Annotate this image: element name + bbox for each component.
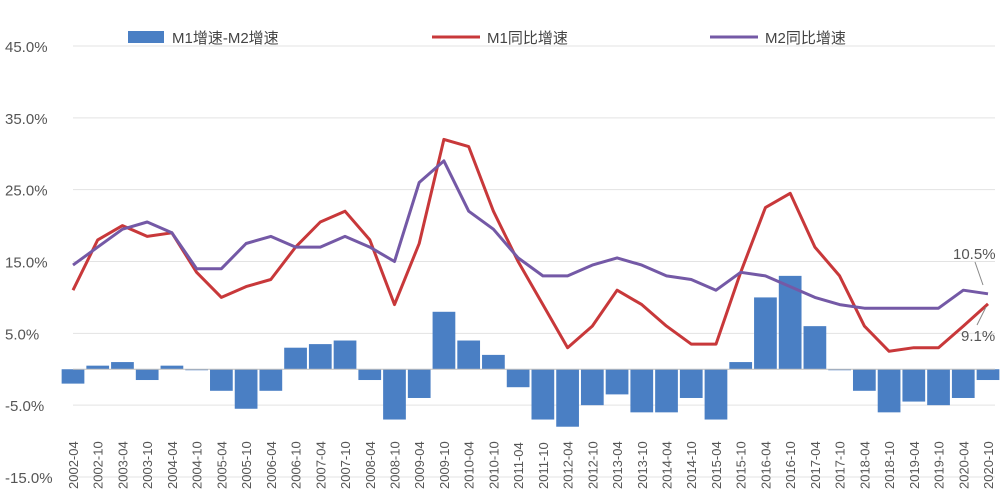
y-tick-label: 5.0% [5, 326, 39, 343]
x-tick-label: 2010-04 [462, 441, 477, 489]
x-tick-label: 2015-04 [709, 441, 724, 489]
annotation-leader-m1 [976, 306, 987, 326]
x-tick-label: 2004-10 [190, 441, 205, 489]
x-tick-label: 2003-10 [140, 441, 155, 489]
line-m1 [71, 137, 990, 353]
bar [927, 369, 950, 406]
x-tick-label: 2019-10 [932, 441, 947, 489]
x-axis-ticks: 2002-04 2002-10 2003-04 2003-10 2004-04 2004-… [66, 441, 996, 489]
x-tick-label: 2018-10 [882, 441, 897, 489]
x-tick-label: 2012-04 [561, 441, 576, 489]
annotation-leader-m2 [974, 261, 984, 286]
bar [457, 340, 481, 370]
annotation-m1-last: 9.1% [961, 328, 995, 345]
bar [803, 326, 827, 370]
x-tick-label: 2003-04 [115, 441, 130, 489]
x-tick-label: 2006-10 [289, 441, 304, 489]
bar [679, 369, 703, 398]
x-tick-label: 2002-04 [66, 441, 81, 489]
legend-label-m2: M2同比增速 [765, 30, 846, 47]
x-tick-label: 2006-04 [264, 441, 279, 489]
bar [951, 369, 975, 398]
x-tick-label: 2011-10 [536, 442, 551, 489]
x-tick-label: 2017-10 [833, 441, 848, 489]
bar [655, 369, 678, 413]
bar [580, 369, 604, 406]
x-tick-label: 2002-10 [91, 441, 106, 489]
bar [358, 369, 382, 381]
bar [877, 369, 901, 413]
bar-series-m1-minus-m2 [61, 275, 1000, 427]
bar [111, 362, 134, 370]
x-tick-label: 2013-04 [610, 441, 625, 489]
bar [308, 344, 332, 370]
x-tick-label: 2016-10 [783, 441, 798, 489]
y-tick-label: 15.0% [5, 255, 48, 272]
bar [234, 369, 258, 409]
bar [333, 340, 357, 370]
x-tick-label: 2014-10 [684, 441, 699, 489]
bar [86, 365, 110, 370]
x-tick-label: 2015-10 [734, 441, 749, 489]
x-tick-label: 2004-04 [165, 441, 180, 489]
bar [284, 347, 307, 370]
x-tick-label: 2020-04 [956, 441, 971, 489]
x-tick-label: 2008-04 [363, 441, 378, 489]
legend-swatch-bar [128, 31, 164, 43]
x-tick-label: 2005-10 [239, 441, 254, 489]
bar [210, 369, 233, 391]
bar [704, 369, 728, 420]
line-series [71, 137, 990, 353]
annotation-m2-last: 10.5% [953, 246, 996, 263]
x-tick-label: 2012-10 [585, 441, 600, 489]
x-tick-label: 2009-04 [412, 441, 427, 489]
y-tick-label: 35.0% [5, 111, 48, 128]
bar [531, 369, 555, 420]
x-tick-label: 2008-10 [387, 441, 402, 489]
bar [160, 365, 184, 370]
x-tick-label: 2018-04 [857, 441, 872, 489]
y-axis-ticks: 45.0% 35.0% 25.0% 15.0% 5.0% -5.0% -15.0% [5, 39, 53, 487]
x-tick-label: 2020-10 [981, 441, 996, 489]
legend: M1增速-M2增速 M1同比增速 M2同比增速 [128, 30, 846, 47]
x-tick-label: 2009-10 [437, 441, 452, 489]
bar [902, 369, 926, 402]
bar [778, 275, 802, 370]
bar [976, 369, 1000, 381]
y-tick-label: 25.0% [5, 183, 48, 200]
x-tick-label: 2017-04 [808, 441, 823, 489]
x-tick-label: 2007-04 [313, 441, 328, 489]
y-tick-label: 45.0% [5, 39, 48, 56]
bar [383, 369, 406, 420]
x-tick-label: 2014-04 [660, 441, 675, 489]
y-tick-label: -5.0% [5, 398, 44, 415]
bar [482, 354, 505, 370]
x-tick-label: 2016-04 [758, 441, 773, 489]
bar [556, 369, 579, 427]
bar [135, 369, 159, 381]
x-tick-label: 2007-10 [338, 441, 353, 489]
legend-label-bar: M1增速-M2增速 [172, 30, 279, 47]
x-tick-label: 2005-04 [214, 441, 229, 489]
legend-label-m1: M1同比增速 [487, 30, 568, 47]
line-m2 [72, 159, 989, 310]
x-tick-label: 2011-04 [511, 442, 526, 489]
bar [852, 369, 876, 391]
bar [432, 311, 456, 370]
bar [61, 369, 85, 384]
x-tick-label: 2019-04 [907, 441, 922, 489]
x-tick-label: 2010-10 [486, 441, 501, 489]
y-tick-label: -15.0% [5, 470, 53, 487]
bar [407, 369, 431, 398]
x-tick-label: 2013-10 [635, 441, 650, 489]
bar [259, 369, 283, 391]
bar [506, 369, 530, 388]
bar [754, 297, 777, 370]
annotations: 10.5% 9.1% [953, 246, 996, 345]
bar [605, 369, 629, 395]
bar [729, 362, 753, 370]
bar [630, 369, 654, 413]
